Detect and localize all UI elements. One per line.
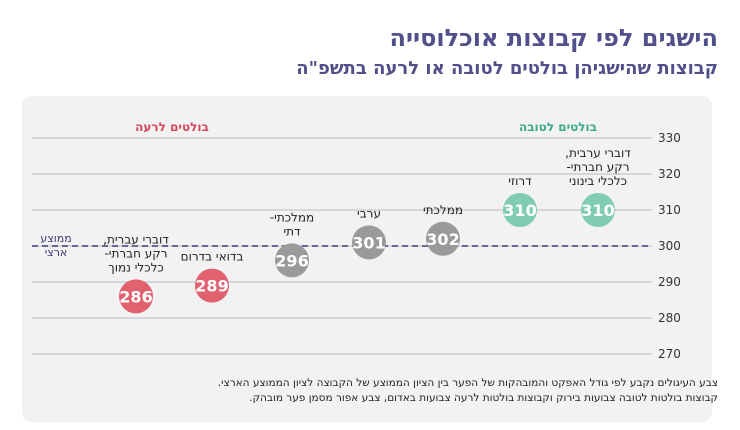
data-point-label: ערבי [357, 206, 381, 220]
chart-title: הישגים לפי קבוצות אוכלוסייה [389, 24, 718, 52]
y-tick-label: 330 [658, 131, 681, 145]
chart-panel: 330 320 310 300 290 280 270 ממוצע ארצי בולטים לטו… [22, 96, 712, 422]
data-point-label: דתי [283, 224, 301, 238]
average-label: ממוצע [40, 232, 71, 245]
data-point-label: בדואי בדרום [181, 250, 244, 264]
average-label: ארצי [45, 246, 68, 259]
legend-bad: בולטים לרעה [135, 120, 209, 134]
data-point-label: דוברי ערבית, [565, 146, 631, 160]
y-tick-label: 310 [658, 203, 681, 217]
y-tick-label: 300 [658, 239, 681, 253]
data-point-label: כלכלי בינוני [569, 174, 627, 188]
data-value-label: 289 [195, 277, 228, 296]
data-point [275, 243, 309, 278]
y-tick-label: 290 [658, 275, 681, 289]
data-value-label: 286 [119, 287, 152, 306]
data-point [119, 279, 153, 314]
data-point [352, 225, 386, 260]
data-point [503, 193, 537, 227]
data-point-label: ממלכתי [423, 203, 463, 217]
data-value-label: 296 [275, 251, 308, 270]
data-point-label: רקע חברתי- [104, 246, 167, 260]
data-point-label: רקע חברתי- [566, 160, 629, 174]
data-point-label: דרוזי [508, 174, 532, 188]
legend-good: בולטים לטובה [519, 120, 597, 134]
data-point [195, 268, 229, 303]
data-point [581, 193, 615, 227]
data-value-label: 310 [503, 201, 536, 220]
data-value-label: 301 [352, 233, 385, 252]
data-value-label: 310 [581, 201, 614, 220]
y-tick-label: 280 [658, 311, 681, 325]
data-point-label: כלכלי נמוך [108, 260, 164, 274]
footnote-line-1: צבע העיגולים נקבע לפי גודל האפקט והמובהק… [217, 377, 718, 389]
data-value-label: 302 [426, 230, 459, 249]
y-tick-label: 270 [658, 347, 681, 361]
data-point [426, 221, 460, 256]
chart-footnote: צבע העיגולים נקבע לפי גודל האפקט והמובהק… [38, 376, 718, 406]
footnote-line-2: קבוצות בולטות לטובה צבועות בירוק וקבוצות… [249, 392, 718, 404]
chart-subtitle: קבוצות שהישגיהן בולטים לטובה או לרעה בתש… [296, 58, 718, 79]
y-tick-label: 320 [658, 167, 681, 181]
data-point-label: ממלכתי- [270, 210, 314, 224]
data-point-label: דוברי עברית, [103, 232, 169, 246]
